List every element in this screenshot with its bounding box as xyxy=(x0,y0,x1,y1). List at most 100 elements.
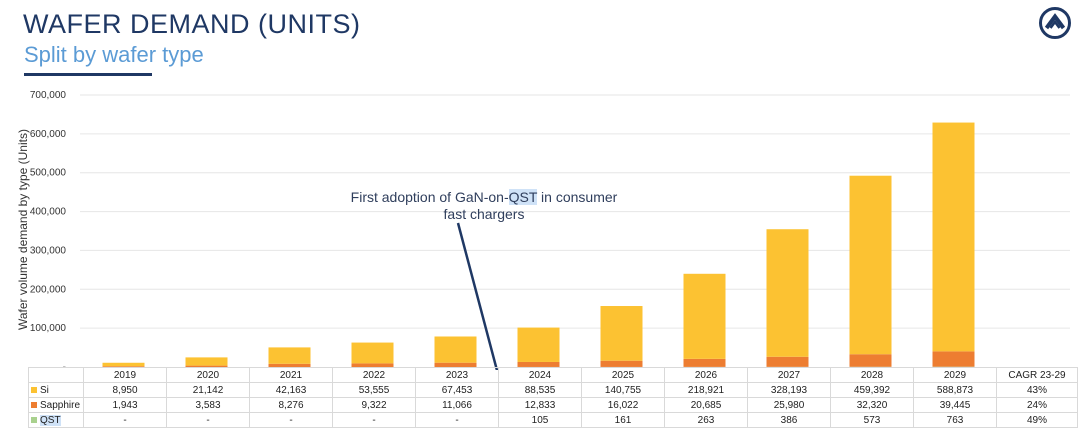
x-tick-label: 2021 xyxy=(249,367,333,383)
data-label: 88,535 xyxy=(498,382,582,398)
data-label: 763 xyxy=(913,412,997,428)
bar-sapphire-2021 xyxy=(268,363,311,367)
annotation-text-end: in consumer xyxy=(537,189,618,205)
y-tick-label: 300,000 xyxy=(30,245,67,256)
data-label: - xyxy=(83,412,167,428)
legend-label: Si xyxy=(40,384,49,396)
table-row: QST - - - - -105 161 263 386 573 763 49% xyxy=(28,412,1078,428)
bar-si-2028 xyxy=(849,175,892,355)
data-label: 9,322 xyxy=(332,397,416,413)
legend-label: QST xyxy=(40,414,61,426)
data-label: 218,921 xyxy=(664,382,748,398)
bar-sapphire-2026 xyxy=(683,358,726,367)
cagr-header: CAGR 23-29 xyxy=(996,367,1078,383)
bar-si-2023 xyxy=(434,336,477,363)
annotation-text-line2: fast chargers xyxy=(443,206,525,222)
data-label: - xyxy=(332,412,416,428)
cagr-value: 43% xyxy=(996,382,1078,398)
y-tick-label: 200,000 xyxy=(30,284,67,295)
cagr-value: 24% xyxy=(996,397,1078,413)
x-tick-label: 2022 xyxy=(332,367,416,383)
y-tick-label: 700,000 xyxy=(30,90,67,101)
bar-si-2021 xyxy=(268,347,311,364)
title-underline xyxy=(24,73,152,76)
data-label: 161 xyxy=(581,412,665,428)
bar-si-2029 xyxy=(932,122,975,352)
bar-si-2026 xyxy=(683,273,726,359)
data-label: 16,022 xyxy=(581,397,665,413)
legend-entry: Sapphire xyxy=(28,397,84,413)
page-subtitle: Split by wafer type xyxy=(24,42,204,67)
data-table: 2019 2020 2021 2022 2023 2024 2025 2026 2027 2028… xyxy=(28,367,1078,428)
data-label: 105 xyxy=(498,412,582,428)
x-tick-label: 2019 xyxy=(83,367,167,383)
bar-sapphire-2023 xyxy=(434,362,477,367)
data-label: 588,873 xyxy=(913,382,997,398)
page-title: WAFER DEMAND (UNITS) xyxy=(23,9,361,39)
bar-si-2025 xyxy=(600,306,643,361)
y-tick-label: 500,000 xyxy=(30,168,67,179)
table-row: Si 8,950 21,142 42,163 53,555 67,453 88,535 140… xyxy=(28,382,1078,398)
company-logo-icon xyxy=(1039,7,1071,39)
data-label: 140,755 xyxy=(581,382,665,398)
x-tick-label: 2024 xyxy=(498,367,582,383)
bar-qst-2029 xyxy=(932,366,975,368)
bar-si-2024 xyxy=(517,327,560,362)
bar-sapphire-2028 xyxy=(849,354,892,367)
x-tick-label: 2029 xyxy=(913,367,997,383)
data-label: 25,980 xyxy=(747,397,831,413)
bar-si-2027 xyxy=(766,229,809,357)
data-label: 1,943 xyxy=(83,397,167,413)
bar-sapphire-2022 xyxy=(351,363,394,367)
x-tick-label: 2025 xyxy=(581,367,665,383)
data-label: - xyxy=(249,412,333,428)
annotation-text-start: First adoption of GaN-on- xyxy=(350,189,509,205)
annotation-highlight: QST xyxy=(508,189,538,205)
legend-entry: QST xyxy=(28,412,84,428)
y-tick-label: - xyxy=(63,362,66,370)
data-label: 53,555 xyxy=(332,382,416,398)
bar-sapphire-2019 xyxy=(102,366,145,367)
legend-swatch xyxy=(31,416,37,423)
bar-sapphire-2029 xyxy=(932,351,975,367)
bar-si-2022 xyxy=(351,342,394,364)
data-label: 32,320 xyxy=(830,397,914,413)
bar-sapphire-2020 xyxy=(185,365,228,367)
table-corner-cell xyxy=(28,367,84,383)
data-label: 573 xyxy=(830,412,914,428)
y-tick-label: 400,000 xyxy=(30,207,67,218)
table-row: Sapphire 1,943 3,583 8,276 9,322 11,066 12,833… xyxy=(28,397,1078,413)
cagr-value: 49% xyxy=(996,412,1078,428)
bar-si-2020 xyxy=(185,357,228,366)
bar-sapphire-2027 xyxy=(766,356,809,367)
data-label: 12,833 xyxy=(498,397,582,413)
data-label: 328,193 xyxy=(747,382,831,398)
annotation-arrow xyxy=(456,222,499,370)
x-tick-label: 2028 xyxy=(830,367,914,383)
y-tick-label: 600,000 xyxy=(30,129,67,140)
x-tick-label: 2026 xyxy=(664,367,748,383)
data-label: 263 xyxy=(664,412,748,428)
data-label: 8,276 xyxy=(249,397,333,413)
legend-swatch xyxy=(31,401,37,408)
data-label: 8,950 xyxy=(83,382,167,398)
x-tick-label: 2020 xyxy=(166,367,250,383)
data-label: 11,066 xyxy=(415,397,499,413)
y-tick-label: 100,000 xyxy=(30,323,67,334)
data-label: 21,142 xyxy=(166,382,250,398)
data-label: 3,583 xyxy=(166,397,250,413)
data-label: - xyxy=(166,412,250,428)
data-label: 67,453 xyxy=(415,382,499,398)
legend-entry: Si xyxy=(28,382,84,398)
x-tick-label: 2027 xyxy=(747,367,831,383)
bar-sapphire-2025 xyxy=(600,360,643,367)
data-label: 20,685 xyxy=(664,397,748,413)
bar-sapphire-2024 xyxy=(517,361,560,367)
data-label: - xyxy=(415,412,499,428)
legend-swatch xyxy=(31,386,37,393)
legend-label: Sapphire xyxy=(40,399,81,411)
data-label: 386 xyxy=(747,412,831,428)
wafer-demand-chart: - 100,000 200,000 300,000 400,000 500,000 600,… xyxy=(30,90,1070,370)
data-label: 39,445 xyxy=(913,397,997,413)
x-tick-label: 2023 xyxy=(415,367,499,383)
